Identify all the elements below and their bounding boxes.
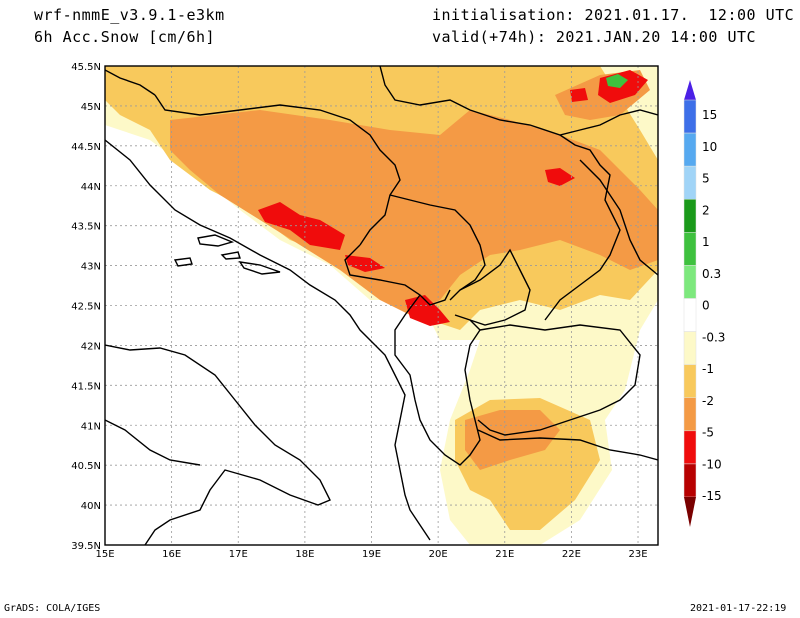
lon-tick-label: 19E — [362, 549, 381, 560]
init-time: initialisation: 2021.01.17. 12:00 UTC — [432, 6, 795, 24]
snow-area-red-4 — [545, 168, 575, 186]
colorbar-box — [683, 199, 697, 233]
map-frame — [104, 65, 659, 546]
colorbar-box — [683, 232, 697, 266]
lat-tick-label: 40.5N — [71, 461, 101, 472]
coastline-italy — [105, 344, 331, 545]
island-2 — [238, 261, 281, 275]
colorbar-bottom-triangle — [684, 497, 696, 527]
lat-tick-label: 43N — [81, 262, 101, 273]
lat-tick-label: 44.5N — [71, 142, 101, 153]
border-romania — [469, 109, 658, 136]
lat-tick-label: 41N — [81, 421, 101, 432]
colorbar-label: 1 — [702, 235, 710, 249]
border-north-macedonia — [477, 324, 641, 436]
lat-tick-label: 40N — [81, 501, 101, 512]
colorbar-box — [683, 298, 697, 332]
colorbar-label: 2 — [702, 203, 710, 217]
border-kosovo — [454, 248, 531, 326]
lat-tick-label: 45.5N — [71, 62, 101, 73]
border-croatia-bosnia — [154, 94, 401, 246]
colorbar-label: -0.3 — [702, 330, 725, 344]
lon-tick-label: 18E — [295, 549, 314, 560]
colorbar-box — [683, 463, 697, 498]
colorbar-box — [683, 165, 697, 200]
lon-tick-label: 22E — [562, 549, 581, 560]
lon-tick-label: 23E — [628, 549, 647, 560]
colorbar-label: -10 — [702, 457, 722, 471]
map-borders — [105, 66, 658, 545]
border-greece — [477, 429, 658, 461]
map-grid — [105, 66, 658, 545]
border-hungary — [379, 66, 471, 111]
lon-tick-label: 17E — [229, 549, 248, 560]
colorbar-label: 0 — [702, 299, 710, 313]
snow-area-red-5 — [570, 88, 588, 102]
colorbar-label: 10 — [702, 140, 717, 154]
colorbar: 15 10 5 2 1 0.3 0 -0.3 -1 -2 -5 -10 -15 — [683, 80, 725, 527]
latitude-labels: 45.5N 45N 44.5N 44N 43.5N 43N 42.5N 42N 41.5N 41N… — [71, 62, 101, 552]
lat-tick-label: 44N — [81, 182, 101, 193]
colorbar-label: -15 — [702, 489, 722, 503]
lon-tick-label: 15E — [95, 549, 114, 560]
lat-tick-label: 43.5N — [71, 222, 101, 233]
lat-tick-label: 41.5N — [71, 381, 101, 392]
colorbar-box — [683, 99, 697, 134]
colorbar-box — [683, 265, 697, 299]
snow-area-red-2 — [345, 255, 385, 272]
footer-credit: GrADS: COLA/IGES — [4, 603, 101, 614]
coastline-balkans — [105, 139, 431, 541]
island-1 — [197, 234, 235, 247]
border-slovenia — [105, 69, 156, 96]
island-3 — [173, 257, 193, 267]
colorbar-box — [683, 364, 697, 398]
coastline-italy-heel — [105, 419, 201, 466]
colorbar-top-triangle — [684, 80, 696, 100]
lon-tick-label: 16E — [162, 549, 181, 560]
colorbar-label: 0.3 — [702, 267, 721, 281]
lat-tick-label: 45N — [81, 102, 101, 113]
lon-tick-label: 20E — [429, 549, 448, 560]
lon-tick-label: 21E — [495, 549, 514, 560]
colorbar-box — [683, 331, 697, 365]
border-serbia-west — [389, 194, 486, 301]
colorbar-label: -5 — [702, 426, 714, 440]
snow-area-red-3 — [405, 295, 450, 326]
colorbar-label: -2 — [702, 394, 714, 408]
colorbar-label: -1 — [702, 362, 714, 376]
lat-tick-label: 39.5N — [71, 541, 101, 552]
border-albania — [394, 294, 481, 466]
border-serbia-east — [544, 134, 621, 321]
snow-area-orange — [170, 110, 658, 315]
colorbar-box — [683, 132, 697, 167]
valid-time: valid(+74h): 2021.JAN.20 14:00 UTC — [432, 28, 757, 46]
longitude-labels: 15E 16E 17E 18E 19E 20E 21E 22E 23E — [95, 549, 647, 560]
border-montenegro — [344, 244, 451, 306]
model-title: wrf-nmmE_v3.9.1-e3km — [34, 6, 225, 24]
footer-timestamp: 2021-01-17-22:19 — [690, 603, 787, 614]
island-4 — [220, 251, 241, 260]
lat-tick-label: 42N — [81, 341, 101, 352]
snow-area-green — [606, 74, 628, 88]
field-title: 6h Acc.Snow [cm/6h] — [34, 28, 216, 46]
colorbar-box — [683, 397, 697, 432]
colorbar-label: 5 — [702, 172, 710, 186]
snow-shading — [105, 66, 658, 545]
lat-tick-label: 42.5N — [71, 302, 101, 313]
colorbar-label: 15 — [702, 108, 717, 122]
colorbar-box — [683, 430, 697, 465]
border-bulgaria — [579, 159, 658, 276]
